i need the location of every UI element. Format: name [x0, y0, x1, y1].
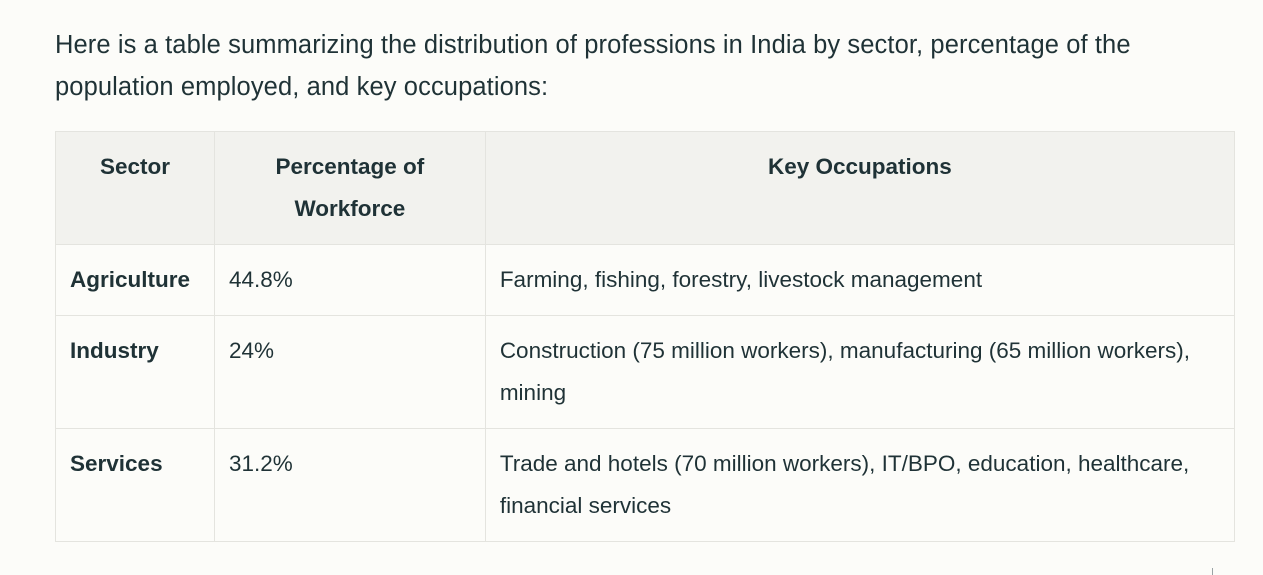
cell-occupations: Construction (75 million workers), manuf… [484, 315, 1236, 429]
table-row: Industry 24% Construction (75 million wo… [55, 315, 1236, 429]
cell-percentage: 44.8% [213, 244, 486, 316]
header-row: Sector Percentage of Workforce Key Occup… [55, 131, 1236, 245]
cell-sector: Agriculture [55, 244, 215, 316]
cell-percentage: 31.2% [213, 428, 486, 542]
cell-occupations: Farming, fishing, forestry, livestock ma… [484, 244, 1236, 316]
text-cursor-mark [1212, 568, 1213, 575]
header-sector: Sector [55, 131, 215, 245]
cell-percentage: 24% [213, 315, 486, 429]
header-key-occupations: Key Occupations [484, 131, 1236, 245]
cell-sector: Industry [55, 315, 215, 429]
professions-table: Sector Percentage of Workforce Key Occup… [55, 131, 1236, 542]
table-body: Agriculture 44.8% Farming, fishing, fore… [55, 244, 1236, 542]
cell-sector: Services [55, 428, 215, 542]
table-header: Sector Percentage of Workforce Key Occup… [55, 131, 1236, 245]
cell-occupations: Trade and hotels (70 million workers), I… [484, 428, 1236, 542]
table-row: Services 31.2% Trade and hotels (70 mill… [55, 428, 1236, 542]
header-percentage: Percentage of Workforce [213, 131, 486, 245]
intro-paragraph: Here is a table summarizing the distribu… [55, 31, 1131, 101]
table-row: Agriculture 44.8% Farming, fishing, fore… [55, 244, 1236, 316]
